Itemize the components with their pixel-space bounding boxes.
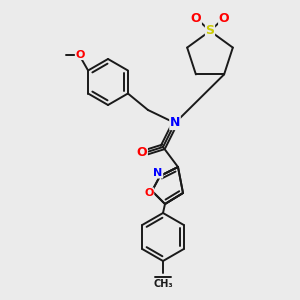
Text: N: N [170, 116, 180, 130]
Text: O: O [144, 188, 154, 198]
Text: O: O [75, 50, 85, 59]
Text: O: O [219, 11, 229, 25]
Text: O: O [191, 11, 201, 25]
Text: N: N [153, 168, 163, 178]
Text: O: O [137, 146, 147, 158]
Text: CH₃: CH₃ [153, 279, 173, 289]
Text: S: S [206, 25, 214, 38]
